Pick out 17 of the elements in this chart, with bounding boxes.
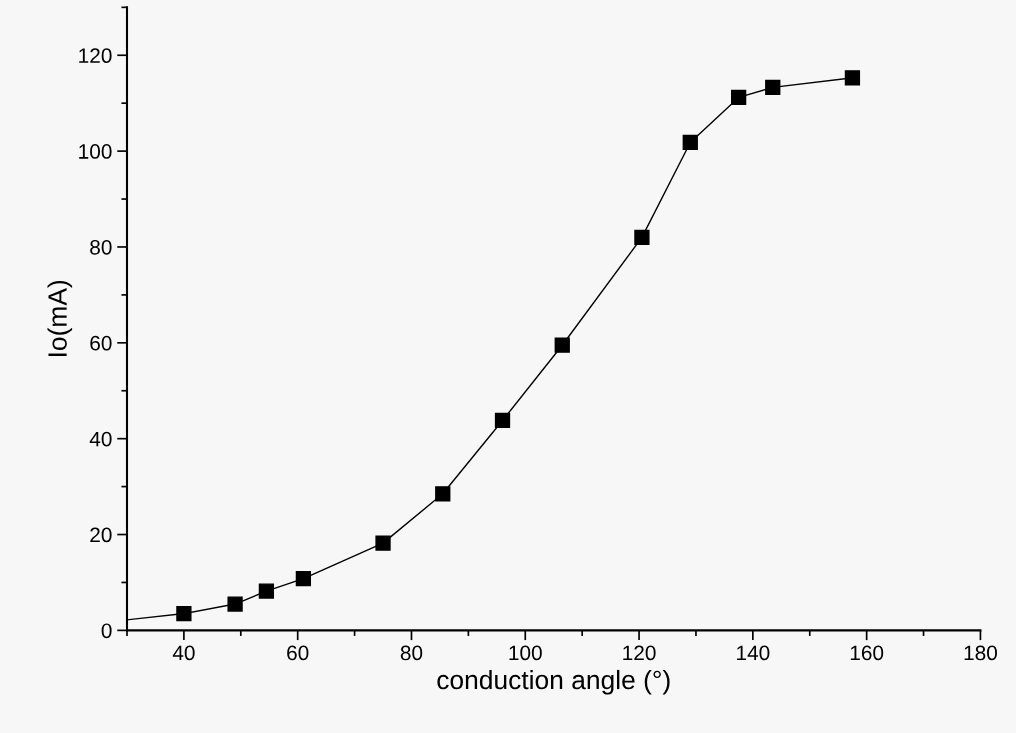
- x-tick-label: 80: [400, 645, 423, 661]
- x-tick-label: 140: [737, 645, 770, 661]
- y-tick-label: 40: [89, 431, 112, 447]
- x-tick-label: 60: [287, 645, 309, 661]
- x-tick-label: 40: [172, 645, 195, 661]
- x-tick-label: 160: [850, 645, 884, 661]
- y-tick-label: 100: [79, 144, 112, 159]
- x-tick-label: 180: [964, 645, 998, 661]
- y-tick-label: 20: [90, 527, 112, 543]
- y-tick-label: 120: [79, 48, 112, 64]
- y-axis-title: Io(mA): [47, 280, 73, 356]
- x-tick-label: 100: [509, 645, 542, 661]
- y-tick-label: 60: [90, 335, 112, 351]
- x-axis-title: conduction angle (°): [437, 669, 670, 695]
- x-tick-label: 120: [623, 645, 656, 661]
- y-tick-label: 0: [101, 623, 112, 639]
- y-tick-label: 80: [90, 239, 112, 255]
